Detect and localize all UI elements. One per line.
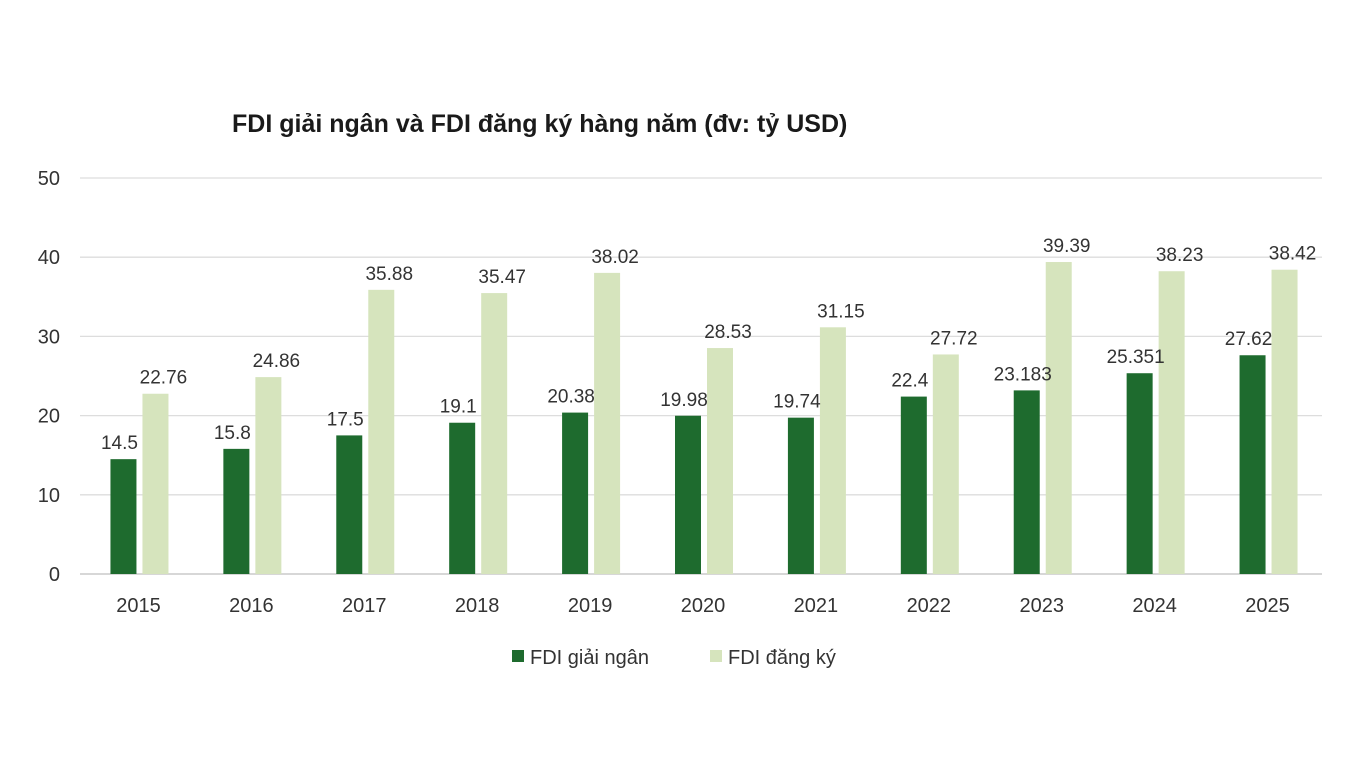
x-tick-label: 2021 <box>794 595 839 617</box>
data-label: 20.38 <box>547 387 595 408</box>
bars <box>110 262 1298 574</box>
bar-fdi-giai-ngan <box>110 459 137 574</box>
data-label: 39.39 <box>1043 236 1091 257</box>
y-tick-label: 50 <box>38 168 60 190</box>
data-label: 17.5 <box>327 409 364 430</box>
bar-fdi-dang-ky <box>368 289 395 574</box>
bar-fdi-dang-ky <box>932 354 959 574</box>
data-label: 38.23 <box>1156 245 1204 266</box>
bar-fdi-giai-ngan <box>562 412 589 574</box>
bar-fdi-dang-ky <box>707 348 733 574</box>
bar-fdi-giai-ngan <box>449 422 476 574</box>
data-label: 15.8 <box>214 423 251 444</box>
x-tick-label: 2025 <box>1245 595 1290 617</box>
bar-fdi-dang-ky <box>255 377 282 574</box>
bar-fdi-dang-ky <box>594 272 621 574</box>
x-tick-label: 2016 <box>229 595 274 617</box>
bar-fdi-dang-ky <box>1271 269 1298 574</box>
data-label: 27.62 <box>1225 329 1273 350</box>
data-label: 27.72 <box>930 328 978 349</box>
legend-label-fdi-giai-ngan: FDI giải ngân <box>530 647 649 669</box>
bar-fdi-giai-ngan <box>1126 373 1153 574</box>
bar-fdi-giai-ngan <box>675 415 701 574</box>
x-tick-label: 2019 <box>568 595 613 617</box>
bar-fdi-giai-ngan <box>336 435 363 574</box>
data-label: 28.53 <box>704 322 752 343</box>
y-tick-label: 10 <box>38 485 60 507</box>
data-label: 23.183 <box>994 364 1052 385</box>
data-label: 24.86 <box>253 351 301 372</box>
legend-swatch-fdi-dang-ky <box>710 650 722 662</box>
data-label: 19.74 <box>773 392 821 413</box>
y-tick-label: 0 <box>49 564 60 586</box>
data-label: 31.15 <box>817 301 865 322</box>
data-label: 19.1 <box>440 397 477 418</box>
bar-fdi-dang-ky <box>819 327 846 574</box>
x-tick-label: 2015 <box>116 595 161 617</box>
chart-title: FDI giải ngân và FDI đăng ký hàng năm (đ… <box>232 110 848 138</box>
bar-fdi-dang-ky <box>481 293 508 574</box>
legend-label-fdi-dang-ky: FDI đăng ký <box>728 647 836 669</box>
data-label: 22.4 <box>891 371 928 392</box>
y-tick-label: 20 <box>38 406 60 428</box>
data-label: 19.98 <box>660 390 708 411</box>
bar-fdi-giai-ngan <box>787 417 814 574</box>
bar-fdi-dang-ky <box>1045 262 1072 574</box>
legend-swatch-fdi-giai-ngan <box>512 650 524 662</box>
data-labels: 14.5 22.76 15.8 24.86 17.5 35.88 19.1 35.47 20.3… <box>101 236 1316 454</box>
bar-fdi-giai-ngan <box>900 396 927 574</box>
y-tick-label: 30 <box>38 326 60 348</box>
axes: 0 10 20 30 40 50 2015 2016 2017 2018 2019 2020 2021 2… <box>38 168 1290 617</box>
bar-fdi-giai-ngan <box>223 448 250 574</box>
y-tick-label: 40 <box>38 247 60 269</box>
x-tick-label: 2022 <box>907 595 952 617</box>
data-label: 35.47 <box>478 267 526 288</box>
legend: FDI giải ngân FDI đăng ký <box>512 647 836 669</box>
data-label: 38.42 <box>1269 244 1317 265</box>
x-tick-label: 2017 <box>342 595 387 617</box>
x-tick-label: 2020 <box>681 595 726 617</box>
data-label: 14.5 <box>101 433 138 454</box>
x-tick-label: 2018 <box>455 595 500 617</box>
bar-fdi-giai-ngan <box>1239 355 1266 574</box>
data-label: 22.76 <box>140 368 188 389</box>
x-tick-label: 2023 <box>1019 595 1064 617</box>
bar-fdi-dang-ky <box>142 393 169 574</box>
bar-fdi-giai-ngan <box>1013 390 1040 574</box>
x-tick-label: 2024 <box>1132 595 1177 617</box>
data-label: 38.02 <box>591 247 639 268</box>
bar-fdi-dang-ky <box>1158 271 1185 574</box>
data-label: 35.88 <box>365 264 413 285</box>
data-label: 25.351 <box>1107 347 1165 368</box>
